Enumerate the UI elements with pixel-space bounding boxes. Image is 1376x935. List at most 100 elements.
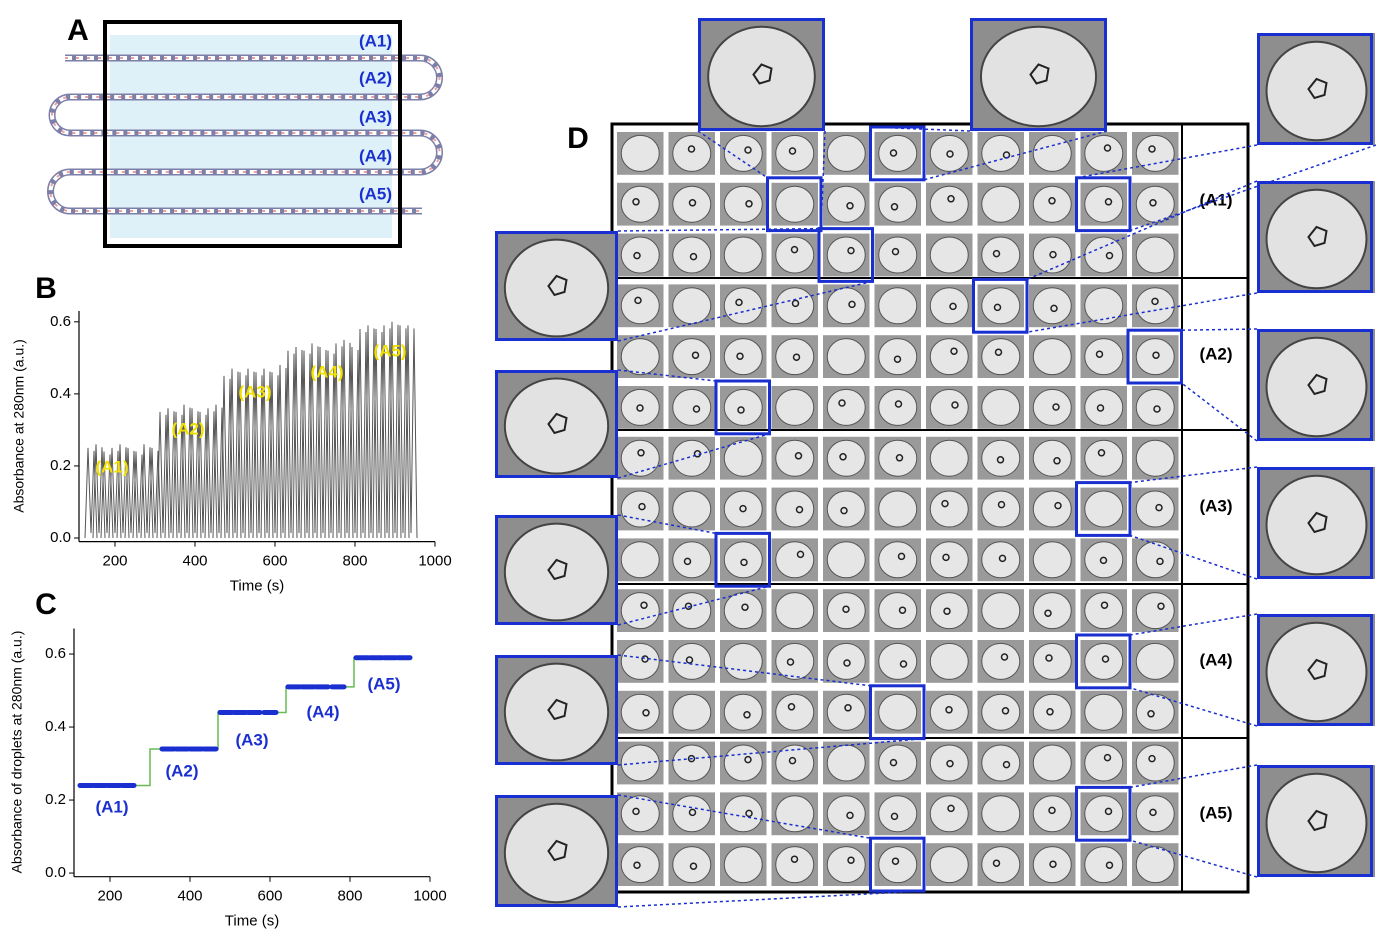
droplet: [929, 236, 969, 274]
droplet: [723, 439, 763, 477]
droplet: [672, 185, 712, 223]
droplet: [1032, 236, 1072, 274]
chip-frame: [103, 20, 402, 248]
y-tick-label: 0.4: [45, 718, 66, 735]
crystal: [1099, 556, 1108, 565]
crystal: [632, 807, 640, 816]
crystal: [899, 660, 908, 668]
channel-label: (A2): [359, 68, 392, 87]
droplet: [981, 439, 1021, 477]
droplet: [826, 795, 866, 833]
crystal: [1100, 601, 1109, 609]
droplet: [981, 846, 1021, 884]
droplet: [672, 693, 712, 731]
connector: [1181, 382, 1258, 442]
crystal: [947, 195, 955, 203]
crystal: [688, 199, 697, 207]
inset-frame: [1257, 765, 1373, 877]
droplet: [1032, 439, 1072, 477]
inset-droplet: [1265, 474, 1368, 576]
droplet: [775, 541, 815, 579]
crystal: [790, 245, 799, 254]
crystal: [642, 709, 650, 717]
group-label: (A2): [1199, 344, 1232, 363]
inset-frame: [495, 795, 618, 907]
droplet: [620, 134, 660, 172]
crystal: [947, 804, 955, 813]
y-axis-label: Absorbance of droplets at 280nm (a.u.): [9, 631, 25, 874]
droplet: [1135, 287, 1175, 325]
x-tick-label: 1000: [413, 888, 446, 905]
y-tick-label: 0.0: [45, 864, 66, 881]
droplet: [1084, 592, 1124, 630]
crystal: [1157, 602, 1165, 610]
droplet: [826, 185, 866, 223]
crystal: [890, 203, 899, 211]
crystal: [1156, 557, 1164, 566]
highlight: [817, 227, 874, 283]
annotation: (A3): [235, 730, 268, 749]
crystal: [1147, 710, 1155, 718]
inset-frame: [495, 515, 618, 625]
annotation: (A4): [310, 362, 343, 381]
crystal: [1101, 655, 1110, 663]
x-tick-label: 400: [177, 888, 202, 905]
crystal: [792, 353, 801, 361]
droplet: [929, 338, 969, 376]
droplet: [620, 338, 660, 376]
crystal: [796, 550, 805, 559]
connector: [1026, 292, 1258, 333]
annotation: (A4): [306, 702, 339, 721]
crystal: [943, 607, 951, 615]
crystal: [744, 146, 752, 154]
droplet: [929, 846, 969, 884]
panel-label: C: [35, 588, 57, 621]
droplet: [672, 287, 712, 325]
droplet: [929, 744, 969, 782]
droplet: [620, 388, 660, 426]
droplet: [929, 642, 969, 680]
droplet: [723, 490, 763, 528]
crystal: [843, 659, 851, 667]
connector: [1129, 144, 1376, 232]
highlight: [766, 176, 823, 233]
droplet: [1032, 490, 1072, 528]
droplet: [878, 134, 918, 172]
crystal: [847, 246, 855, 255]
inset-frame: [1257, 467, 1373, 579]
crystal: [842, 605, 850, 613]
annotation: (A2): [165, 761, 198, 780]
connector: [617, 433, 770, 479]
droplet: [620, 744, 660, 782]
droplet: [775, 490, 815, 528]
spike: [404, 325, 418, 539]
crystal: [839, 453, 847, 461]
droplet: [672, 134, 712, 172]
connector: [923, 130, 1108, 181]
crystal: [897, 552, 906, 561]
crystal: [1049, 860, 1057, 868]
inset-crystal: [547, 558, 568, 581]
droplet: [1084, 846, 1124, 884]
inset-frame: [698, 18, 825, 131]
droplet: [672, 846, 712, 884]
droplet: [723, 287, 763, 325]
droplet: [672, 795, 712, 833]
highlight: [1075, 176, 1132, 233]
droplet: [878, 846, 918, 884]
connector: [697, 130, 768, 179]
droplet: [981, 490, 1021, 528]
crystal: [846, 202, 854, 210]
droplet: [723, 236, 763, 274]
crystal: [1151, 297, 1159, 306]
droplet: [672, 338, 712, 376]
droplet: [1084, 744, 1124, 782]
droplet: [1135, 642, 1175, 680]
crystal: [741, 603, 749, 611]
crystal: [893, 355, 902, 363]
crystal: [795, 505, 804, 514]
crystal: [1104, 198, 1113, 206]
inset-droplet: [979, 25, 1098, 128]
crystal: [898, 606, 907, 614]
droplet: [878, 541, 918, 579]
